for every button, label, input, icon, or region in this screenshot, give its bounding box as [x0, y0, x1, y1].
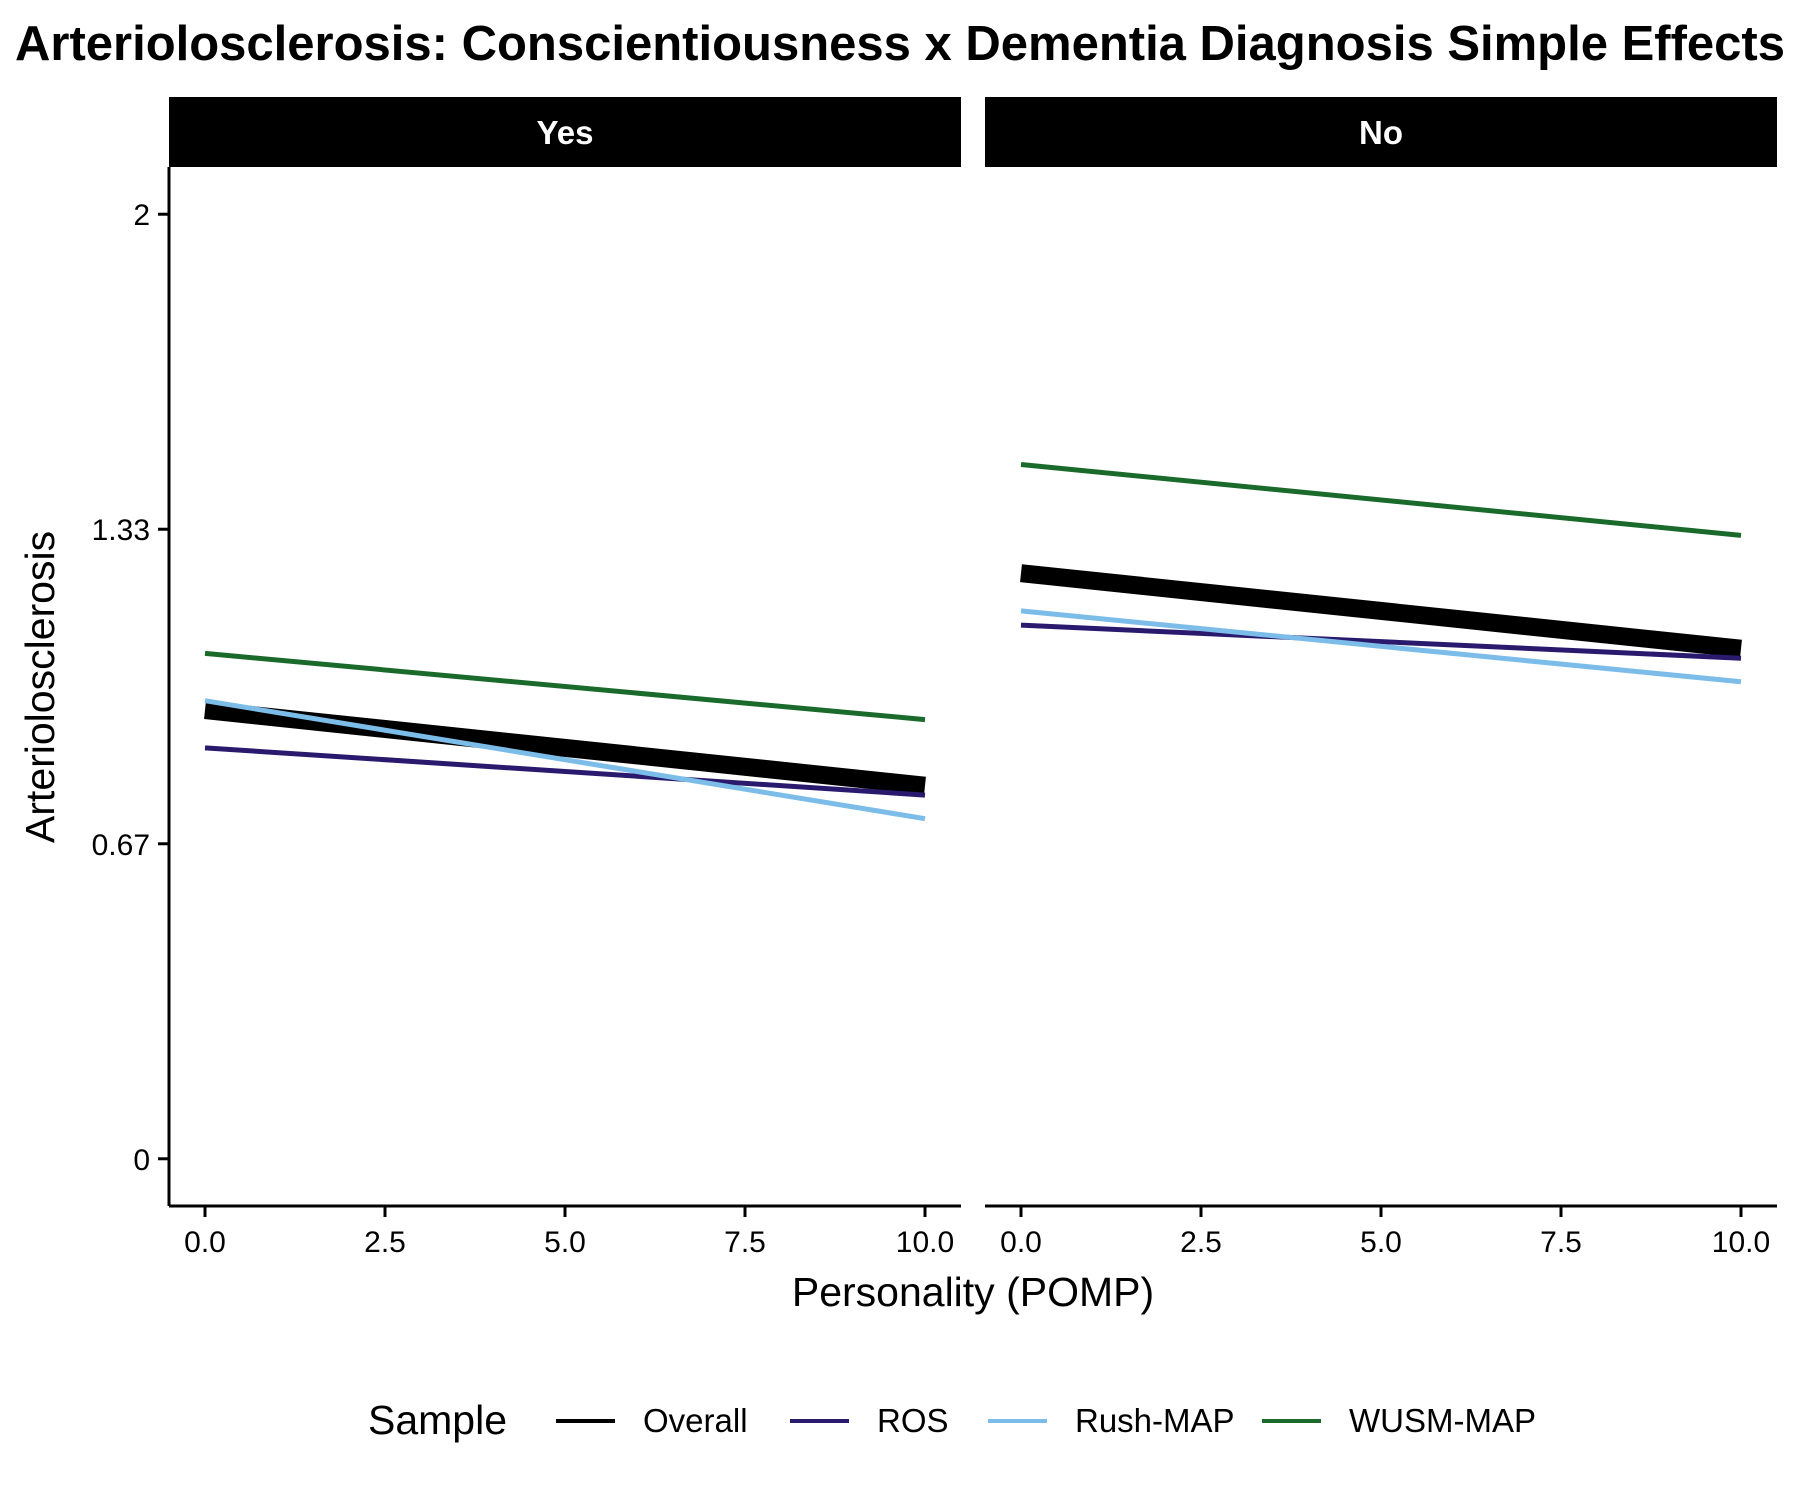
- series-line-rush-map-yes: [204, 698, 926, 822]
- series-line-overall-yes: [204, 701, 926, 795]
- strip-yes: [169, 97, 961, 167]
- strip-yes-label: Yes: [537, 114, 594, 151]
- y-tick-label: 1.33: [92, 514, 150, 547]
- x-ticks-yes: 0.0 2.5 5.0 7.5 10.0: [184, 1206, 954, 1259]
- y-tick-label: 2: [133, 199, 150, 232]
- x-tick-label: 0.0: [1000, 1226, 1042, 1259]
- x-tick-label: 10.0: [896, 1226, 954, 1259]
- x-tick-label: 5.0: [544, 1226, 586, 1259]
- series-line-wusm-map-yes: [204, 650, 926, 723]
- series-line-rush-map-no: [1020, 608, 1742, 685]
- lines-no: [1020, 462, 1742, 685]
- strip-no-label: No: [1359, 114, 1403, 151]
- y-tick-label: 0.67: [92, 829, 150, 862]
- legend: Sample Overall ROS Rush-MAP WUSM-MAP: [368, 1397, 1536, 1443]
- x-tick-label: 5.0: [1360, 1226, 1402, 1259]
- x-tick-label: 2.5: [364, 1226, 406, 1259]
- x-tick-label: 2.5: [1180, 1226, 1222, 1259]
- panel-yes: Yes 0.0 2.5 5.0 7.5 10.0 0 0.67 1.33 2: [92, 97, 961, 1259]
- y-ticks: 0 0.67 1.33 2: [92, 199, 169, 1177]
- series-line-wusm-map-no: [1020, 462, 1742, 538]
- legend-title: Sample: [368, 1397, 507, 1443]
- y-tick-label: 0: [133, 1144, 150, 1177]
- legend-label-overall: Overall: [643, 1402, 748, 1439]
- panel-no: No 0.0 2.5 5.0 7.5 10.0: [985, 97, 1777, 1259]
- x-tick-label: 7.5: [1540, 1226, 1582, 1259]
- legend-label-rush-map: Rush-MAP: [1075, 1402, 1235, 1439]
- x-ticks-no: 0.0 2.5 5.0 7.5 10.0: [1000, 1206, 1770, 1259]
- series-line-ros-yes: [204, 745, 926, 798]
- legend-label-wusm-map: WUSM-MAP: [1349, 1402, 1536, 1439]
- lines-yes: [204, 650, 926, 822]
- x-axis-title: Personality (POMP): [792, 1269, 1154, 1315]
- y-axis-title: Arteriolosclerosis: [17, 531, 63, 843]
- legend-label-ros: ROS: [877, 1402, 949, 1439]
- series-line-overall-no: [1020, 564, 1742, 658]
- x-tick-label: 7.5: [724, 1226, 766, 1259]
- chart-title: Arteriolosclerosis: Conscientiousness x …: [15, 17, 1785, 71]
- x-tick-label: 0.0: [184, 1226, 226, 1259]
- series-line-ros-no: [1020, 622, 1742, 661]
- strip-no: [985, 97, 1777, 167]
- x-tick-label: 10.0: [1712, 1226, 1770, 1259]
